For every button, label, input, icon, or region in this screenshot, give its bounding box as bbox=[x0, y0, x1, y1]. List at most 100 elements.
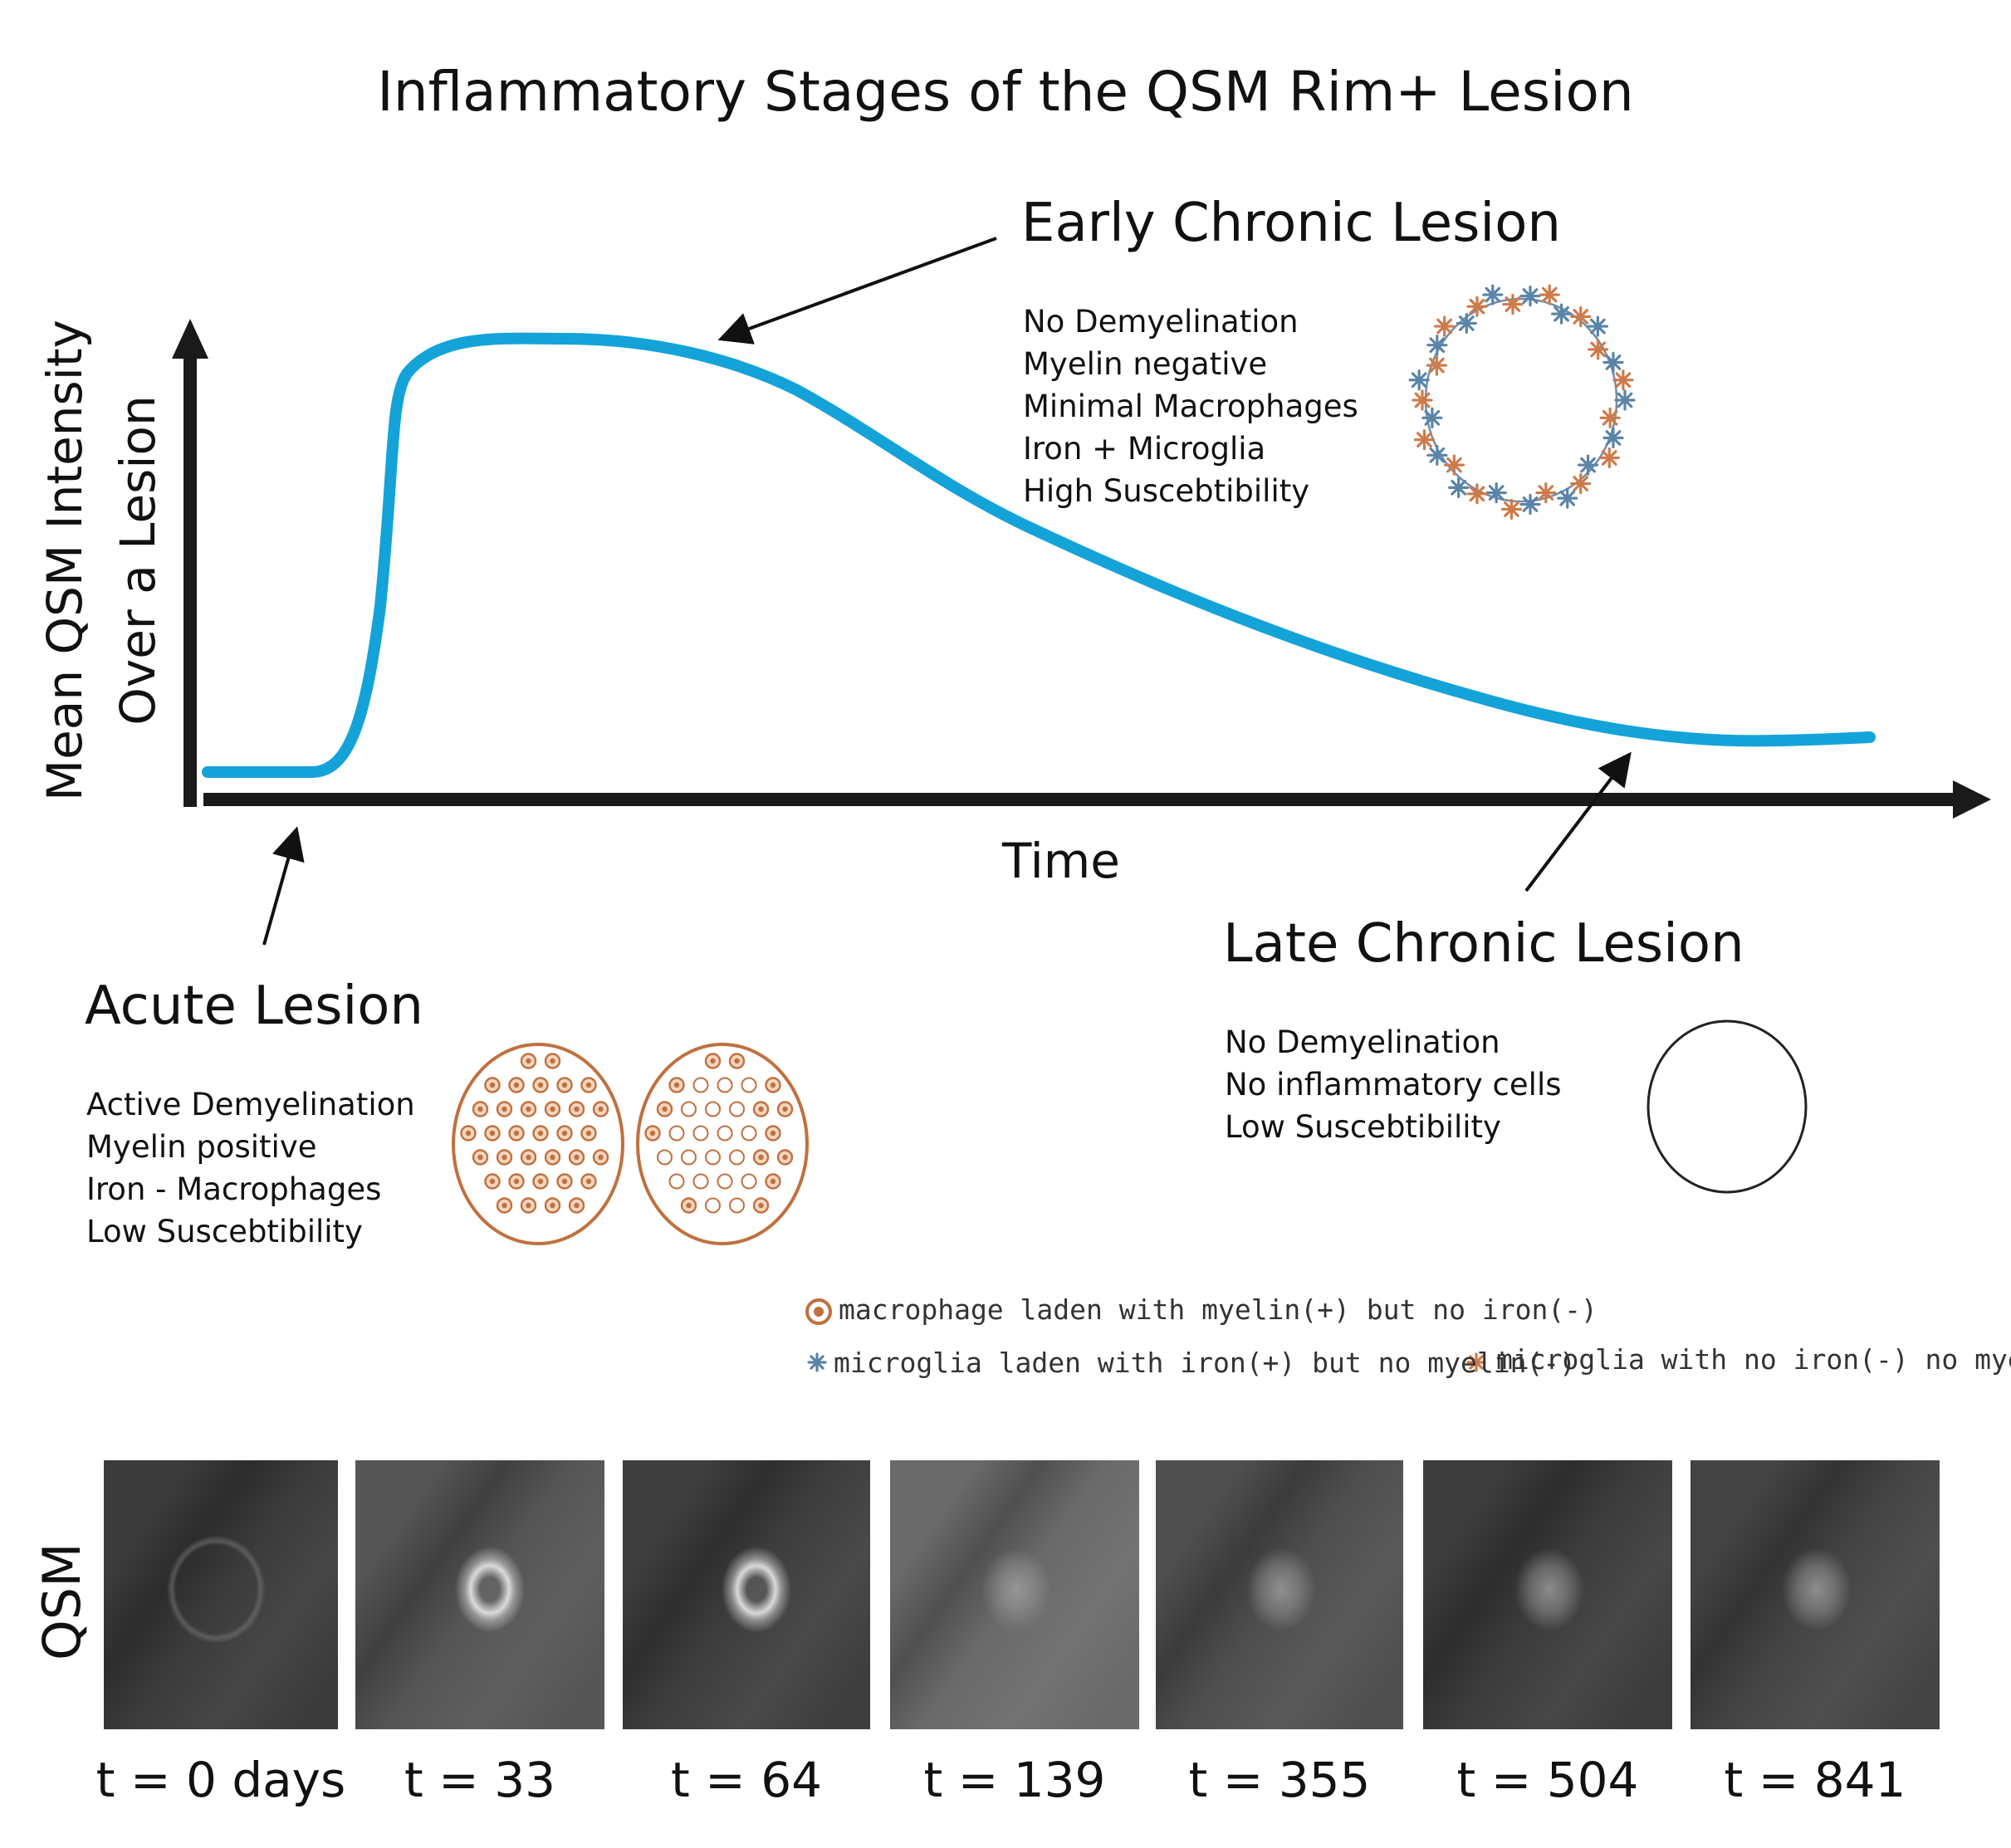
macrophage-glyph bbox=[692, 1125, 709, 1142]
early-line: Iron + Microglia bbox=[1023, 431, 1266, 467]
late-line: No inflammatory cells bbox=[1225, 1067, 1562, 1102]
microglia-glyph bbox=[1443, 454, 1465, 476]
macrophage-glyph bbox=[741, 1173, 757, 1190]
qsm-image-5 bbox=[1423, 1460, 1672, 1729]
qsm-time-label: t = 355 bbox=[1188, 1752, 1371, 1808]
microglia-glyph bbox=[1482, 284, 1504, 306]
figure-title: Inflammatory Stages of the QSM Rim+ Lesi… bbox=[377, 60, 1634, 124]
y-axis-arrowhead bbox=[172, 319, 208, 359]
microglia-glyph bbox=[1502, 293, 1524, 315]
microglia-glyph bbox=[1612, 369, 1634, 391]
qsm-image-0 bbox=[104, 1460, 338, 1729]
y-axis-label-line2: Over a Lesion bbox=[110, 395, 166, 726]
x-axis-label: Time bbox=[1002, 833, 1120, 889]
acute-lesion-demyelinating-circle-icon bbox=[636, 1043, 809, 1245]
qsm-time-label: t = 139 bbox=[923, 1752, 1106, 1808]
acute-line: Active Demyelination bbox=[86, 1087, 415, 1122]
early-chronic-description: No Demyelination Myelin negative Minimal… bbox=[1023, 301, 1358, 512]
legend-microglia-iron-label: microglia laden with iron(+) but no myel… bbox=[834, 1347, 1577, 1379]
microglia-glyph bbox=[1599, 407, 1621, 428]
acute-arrow bbox=[262, 826, 305, 946]
macrophage-glyph bbox=[729, 1197, 745, 1214]
qsm-time-label: t = 504 bbox=[1456, 1752, 1639, 1808]
microglia-glyph bbox=[1412, 389, 1433, 411]
qsm-time-label: t = 0 days bbox=[95, 1752, 346, 1808]
x-axis-arrowhead bbox=[1953, 780, 1991, 819]
late-chronic-description: No Demyelination No inflammatory cells L… bbox=[1225, 1021, 1562, 1148]
macrophage-glyph bbox=[729, 1149, 745, 1166]
microglia-glyph bbox=[1413, 429, 1436, 451]
acute-title: Acute Lesion bbox=[85, 975, 423, 1037]
macrophage-glyph bbox=[705, 1149, 721, 1166]
macrophage-glyph bbox=[717, 1173, 733, 1190]
acute-line: Low Suscebtibility bbox=[86, 1214, 363, 1249]
qsm-time-label: t = 64 bbox=[670, 1752, 822, 1808]
macrophage-glyph bbox=[741, 1077, 757, 1093]
late-line: No Demyelination bbox=[1225, 1024, 1500, 1060]
microglia-glyph bbox=[1466, 483, 1488, 505]
macrophage-glyph bbox=[705, 1197, 721, 1214]
early-line: Minimal Macrophages bbox=[1023, 389, 1358, 424]
acute-lesion-macrophage-circle-icon bbox=[452, 1043, 624, 1245]
microglia-glyph bbox=[1577, 454, 1599, 476]
microglia-glyph bbox=[1570, 472, 1592, 495]
microglia-glyph bbox=[1588, 339, 1609, 360]
microglia-glyph bbox=[1519, 493, 1541, 516]
microglia-glyph bbox=[1456, 312, 1477, 335]
microglia-glyph bbox=[1466, 1352, 1486, 1372]
qsm-time-label: t = 33 bbox=[404, 1752, 555, 1808]
qsm-image-6 bbox=[1691, 1460, 1940, 1729]
legend-macrophage-label: macrophage laden with myelin(+) but no i… bbox=[839, 1293, 1598, 1326]
microglia-glyph bbox=[1426, 444, 1448, 466]
microglia-glyph bbox=[1602, 427, 1624, 449]
chart-axes bbox=[172, 319, 1991, 819]
early-chronic-arrow bbox=[717, 237, 997, 345]
macrophage-glyph bbox=[692, 1173, 709, 1190]
acute-description: Active Demyelination Myelin positive Iro… bbox=[86, 1083, 415, 1253]
early-chronic-microglia-ring-icon bbox=[1408, 284, 1636, 521]
microglia-glyph bbox=[1535, 482, 1557, 504]
microglia-glyph bbox=[1426, 354, 1447, 376]
macrophage-glyph bbox=[741, 1125, 757, 1142]
macrophage-glyph bbox=[681, 1149, 697, 1166]
acute-line: Iron - Macrophages bbox=[86, 1171, 382, 1207]
qsm-intensity-curve bbox=[202, 332, 1876, 778]
qsm-image-1 bbox=[355, 1460, 604, 1729]
qsm-image-4 bbox=[1156, 1460, 1403, 1729]
early-chronic-title: Early Chronic Lesion bbox=[1021, 193, 1561, 254]
microglia-glyph bbox=[1426, 335, 1448, 356]
qsm-image-2 bbox=[623, 1460, 870, 1729]
y-axis-label: Mean QSM Intensity Over a Lesion bbox=[28, 311, 174, 809]
microglia-glyph bbox=[1557, 487, 1578, 509]
microglia-glyph bbox=[1466, 296, 1488, 317]
microglia-glyph bbox=[1485, 482, 1507, 504]
late-chronic-empty-circle-icon bbox=[1646, 1019, 1808, 1194]
microglia-glyph bbox=[1448, 477, 1470, 498]
legend-microglia-iron-icon bbox=[807, 1352, 827, 1372]
macrophage-glyph bbox=[729, 1101, 745, 1117]
microglia-glyph bbox=[1602, 351, 1624, 374]
microglia-glyph bbox=[1550, 303, 1573, 325]
microglia-glyph bbox=[1519, 285, 1541, 307]
late-chronic-title: Late Chronic Lesion bbox=[1223, 913, 1744, 975]
macrophage-glyph bbox=[668, 1173, 685, 1190]
y-axis-label-line1: Mean QSM Intensity bbox=[37, 320, 93, 801]
microglia-glyph bbox=[1421, 407, 1443, 428]
microglia-glyph bbox=[1570, 306, 1592, 328]
late-line: Low Suscebtibility bbox=[1225, 1109, 1501, 1145]
macrophage-glyph bbox=[692, 1077, 709, 1093]
microglia-glyph bbox=[1500, 498, 1523, 521]
microglia-glyph bbox=[1598, 447, 1620, 469]
macrophage-glyph bbox=[681, 1101, 697, 1117]
microglia-glyph bbox=[1587, 315, 1608, 337]
qsm-time-label: t = 841 bbox=[1724, 1752, 1906, 1808]
legend-microglia-no-iron-label: microglia with no iron(-) no myelin(-) bbox=[1496, 1343, 2011, 1376]
qsm-image-3 bbox=[890, 1460, 1139, 1729]
microglia-glyph bbox=[1434, 315, 1456, 337]
acute-line: Myelin positive bbox=[86, 1129, 317, 1165]
early-line: High Suscebtibility bbox=[1023, 473, 1310, 509]
macrophage-glyph bbox=[717, 1125, 733, 1142]
legend-macrophage-icon bbox=[805, 1298, 832, 1325]
early-line: Myelin negative bbox=[1023, 346, 1268, 382]
